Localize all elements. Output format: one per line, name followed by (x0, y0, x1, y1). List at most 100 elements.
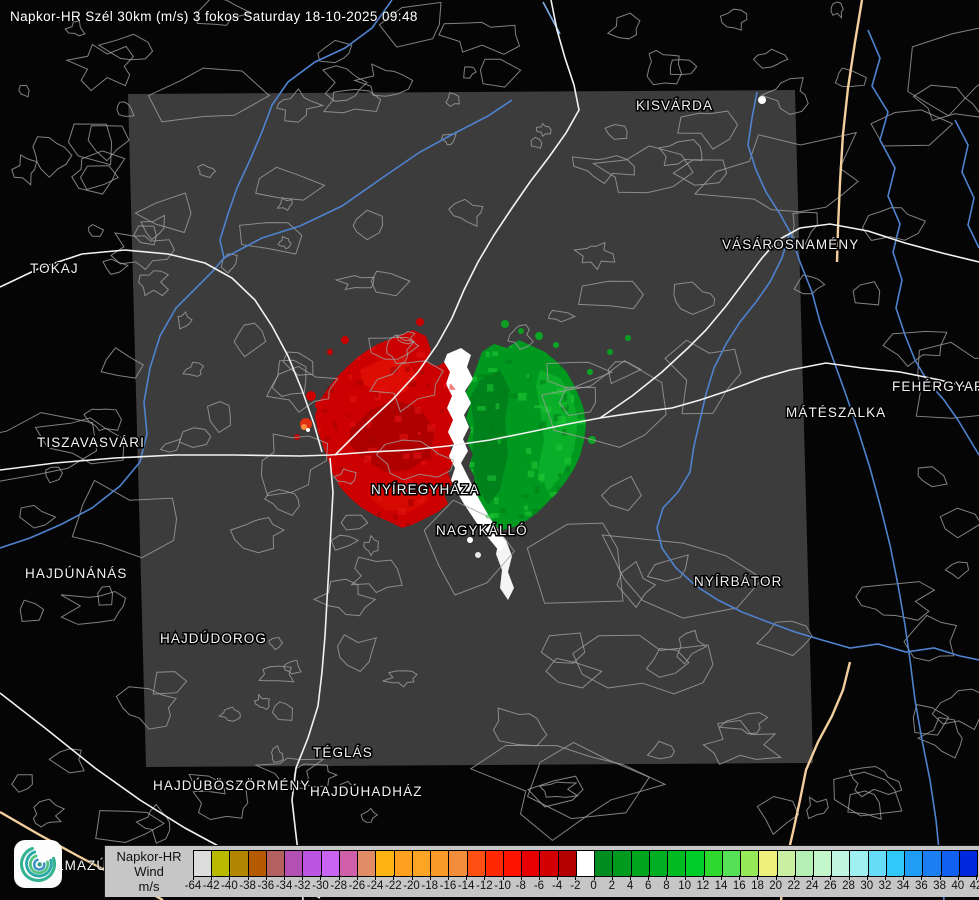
road-white (0, 362, 979, 471)
legend-swatch (576, 851, 596, 876)
legend-tickmark (866, 875, 868, 880)
legend-tick-label: 36 (914, 880, 928, 892)
legend-tickmark (793, 875, 795, 880)
echo-zero-isodop (496, 530, 514, 600)
legend-tickmark (684, 875, 686, 880)
legend-tickmark (484, 875, 486, 880)
city-label: TISZAVASVÁRI (37, 435, 145, 450)
legend-tickmark (702, 875, 704, 880)
legend-swatch (285, 851, 304, 876)
legend-tickmark (502, 875, 504, 880)
doppler-echo (294, 96, 766, 600)
legend-swatch (485, 851, 504, 876)
legend-tick-label: 0 (590, 880, 597, 892)
legend-tick-label: -6 (533, 880, 545, 892)
legend-tickmark (812, 875, 814, 880)
legend-tick-label: 38 (933, 880, 946, 892)
legend-tick-label: 2 (608, 880, 616, 892)
legend-tickmark (939, 875, 941, 880)
legend-tickmark (884, 875, 886, 880)
river-line (789, 231, 945, 900)
legend-swatch (358, 851, 377, 876)
legend-tick-label: -2 (570, 880, 581, 892)
legend-swatch (394, 851, 413, 876)
legend-swatch (704, 851, 723, 876)
legend-tickmark (830, 875, 832, 880)
legend-tick-label: 10 (678, 880, 692, 892)
legend-tick-label: -18 (421, 880, 439, 892)
legend-tickmark (721, 875, 723, 880)
legend-tick-label: -16 (439, 880, 457, 892)
legend-tickmark (466, 875, 468, 880)
city-label: HAJDÚHADHÁZ (310, 784, 423, 799)
legend-tickmark (447, 875, 449, 880)
echo-speck (475, 552, 481, 558)
echo-speck (607, 349, 613, 355)
legend-swatch (230, 851, 249, 876)
legend-tickmark (630, 875, 632, 880)
city-label: NYÍREGYHÁZA (371, 482, 480, 497)
legend-swatch (649, 851, 669, 876)
city-label: TÉGLÁS (313, 745, 373, 760)
legend-tick-label: 40 (951, 880, 965, 892)
echo-speck (587, 369, 593, 375)
legend-tickmark (302, 875, 304, 880)
echo-speck (553, 342, 559, 348)
echo-speck (518, 328, 524, 334)
legend-tickmark (903, 875, 905, 880)
legend-tick-label: 16 (732, 880, 746, 892)
legend-swatch (431, 851, 450, 876)
river-line (656, 91, 979, 661)
legend-tick-label: -42 (202, 880, 220, 892)
legend-swatch (558, 851, 577, 876)
legend-tick-label: 22 (787, 880, 801, 892)
legend-swatch (467, 851, 486, 876)
legend-tick-label: -36 (257, 880, 275, 892)
legend-swatch (631, 851, 650, 876)
legend-tick-label: 28 (842, 880, 855, 892)
legend-tickmark (247, 875, 249, 880)
legend-tickmark (211, 875, 213, 880)
legend-tick-label: -4 (552, 880, 563, 892)
legend-swatch (339, 851, 359, 876)
legend-tick-label: 18 (751, 880, 764, 892)
legend-tickmark (593, 875, 595, 880)
legend-tick-label: 34 (896, 880, 910, 892)
legend-ticks: -64 -42 -40 -38 -36 -34 -32 -30 -28 -26 -24 -22 -20-… (185, 875, 979, 895)
legend-tickmark (429, 875, 431, 880)
legend-swatch (595, 851, 614, 876)
echo-speck (341, 336, 349, 344)
legend-swatch (376, 851, 395, 876)
legend-unit-label: m/s (138, 879, 160, 894)
legend-tickmark (338, 875, 340, 880)
legend-tick-label: 26 (823, 880, 837, 892)
echo-speck (327, 349, 333, 355)
legend-tickmark (666, 875, 668, 880)
legend-tick-label: -20 (403, 880, 420, 892)
legend-swatch (722, 851, 742, 876)
legend-tickmark (648, 875, 650, 880)
legend-tickmark (757, 875, 759, 880)
legend-text-block: Napkor-HR Wind m/s (107, 849, 191, 894)
legend-swatch (868, 851, 887, 876)
city-label: HAJDÚBÖSZÖRMÉNY (153, 778, 311, 793)
legend-tick-label: 42 (969, 880, 979, 892)
legend-swatch (813, 851, 833, 876)
spiral-icon (19, 846, 57, 883)
legend-tick-label: 24 (805, 880, 819, 892)
city-label: NYÍRBÁTOR (694, 574, 782, 589)
echo-speck (625, 335, 631, 341)
legend-swatch (850, 851, 869, 876)
river-line (223, 99, 513, 259)
road-white (599, 223, 979, 419)
echo-speck (301, 424, 307, 430)
legend-tickmark (229, 875, 231, 880)
legend-tick-label: -32 (293, 880, 311, 892)
legend-tick-label: -26 (348, 880, 366, 892)
legend-tickmark (739, 875, 741, 880)
legend-tickmark (557, 875, 559, 880)
echo-speck (501, 320, 509, 328)
